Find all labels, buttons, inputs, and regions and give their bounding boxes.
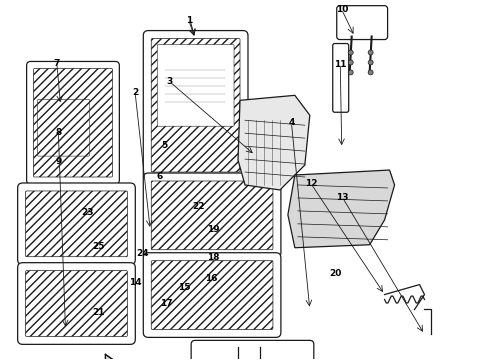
Text: 16: 16 [204,274,217,283]
FancyBboxPatch shape [25,191,127,257]
Text: 21: 21 [92,308,105,317]
Text: 24: 24 [136,249,148,258]
Circle shape [348,60,353,65]
FancyBboxPatch shape [151,39,240,172]
Text: 17: 17 [161,299,173,308]
Text: 15: 15 [178,283,190,292]
FancyBboxPatch shape [38,99,90,156]
Circle shape [368,60,373,65]
FancyBboxPatch shape [333,44,349,112]
Circle shape [348,70,353,75]
Text: 12: 12 [305,179,317,188]
Text: 11: 11 [334,60,346,69]
Text: 13: 13 [337,193,349,202]
Polygon shape [288,170,394,248]
FancyBboxPatch shape [18,263,135,345]
Text: 8: 8 [55,128,61,137]
FancyBboxPatch shape [18,183,135,265]
FancyBboxPatch shape [157,45,234,126]
Text: 4: 4 [288,118,294,127]
Text: 3: 3 [166,77,172,86]
Text: 25: 25 [92,242,105,251]
FancyBboxPatch shape [34,68,112,177]
Text: 2: 2 [132,87,138,96]
Text: 14: 14 [129,278,142,287]
FancyBboxPatch shape [26,62,120,184]
Circle shape [368,50,373,55]
Text: 5: 5 [161,141,168,150]
Text: 22: 22 [193,202,205,211]
Polygon shape [105,354,148,360]
Text: 23: 23 [81,208,94,217]
Text: 9: 9 [55,157,62,166]
FancyBboxPatch shape [143,173,281,258]
Text: 18: 18 [207,253,220,262]
Text: 10: 10 [336,5,348,14]
FancyBboxPatch shape [151,181,273,250]
FancyBboxPatch shape [337,6,388,40]
Text: 19: 19 [207,225,220,234]
FancyBboxPatch shape [151,261,273,329]
Circle shape [348,50,353,55]
Text: 6: 6 [156,172,163,181]
FancyBboxPatch shape [191,340,314,360]
Text: 7: 7 [54,59,60,68]
FancyBboxPatch shape [143,31,248,180]
Text: 20: 20 [329,269,342,278]
Polygon shape [238,95,310,190]
FancyBboxPatch shape [143,253,281,337]
Circle shape [368,70,373,75]
Text: 1: 1 [186,16,192,25]
FancyBboxPatch shape [25,271,127,336]
